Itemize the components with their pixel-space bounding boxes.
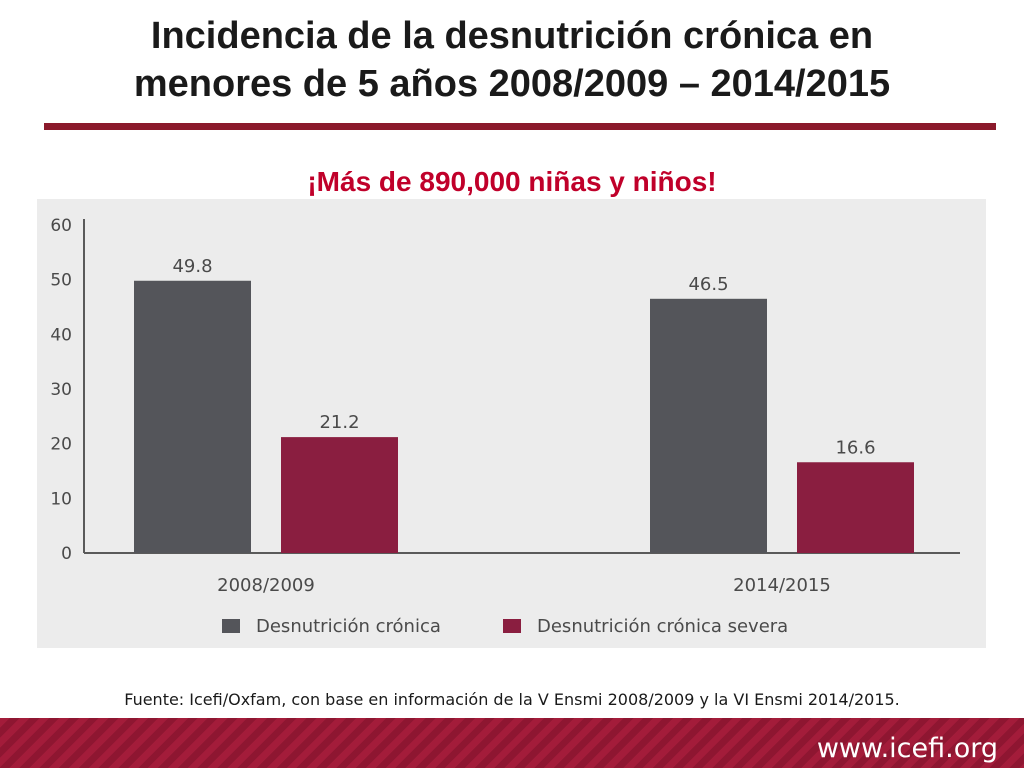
headline: ¡Más de 890,000 niñas y niños!	[307, 166, 717, 197]
bar-chart: 0 10 20 30 40 50 60 49.8 21.2 2008/2009 46.5 16.6 20…	[50, 216, 960, 637]
footer-band	[0, 718, 1024, 768]
legend-label-2: Desnutrición crónica severa	[537, 616, 788, 637]
data-label-1-1: 49.8	[172, 256, 212, 277]
y-tick-label-1: 10	[50, 489, 72, 509]
y-tick-label-0: 0	[61, 544, 72, 564]
bar-1-2	[650, 298, 767, 553]
title-underline	[44, 123, 996, 130]
bar-2-1	[281, 437, 398, 553]
slide-title: Incidencia de la desnutrición crónica en…	[0, 12, 1024, 108]
data-label-2-1: 21.2	[319, 412, 359, 433]
source-note: Fuente: Icefi/Oxfam, con base en informa…	[124, 690, 900, 709]
category-label-2: 2014/2015	[733, 575, 831, 596]
bar-1-1	[134, 280, 251, 553]
data-label-1-2: 46.5	[688, 274, 728, 295]
category-label-1: 2008/2009	[217, 575, 315, 596]
slide-title-line-2: menores de 5 años 2008/2009 – 2014/2015	[133, 63, 891, 105]
footer-url: www.icefi.org	[816, 733, 998, 764]
legend-swatch-1	[222, 619, 240, 633]
y-tick-label-6: 60	[50, 216, 72, 236]
y-tick-label-3: 30	[50, 380, 72, 400]
legend-label-1: Desnutrición crónica	[256, 616, 441, 637]
y-tick-label-4: 40	[50, 325, 72, 345]
bar-2-2	[797, 462, 914, 553]
y-tick-label-5: 50	[50, 271, 72, 291]
y-tick-label-2: 20	[50, 435, 72, 455]
slide-title-line-1: Incidencia de la desnutrición crónica en	[150, 15, 874, 57]
data-label-2-2: 16.6	[835, 437, 875, 458]
legend-swatch-2	[503, 619, 521, 633]
